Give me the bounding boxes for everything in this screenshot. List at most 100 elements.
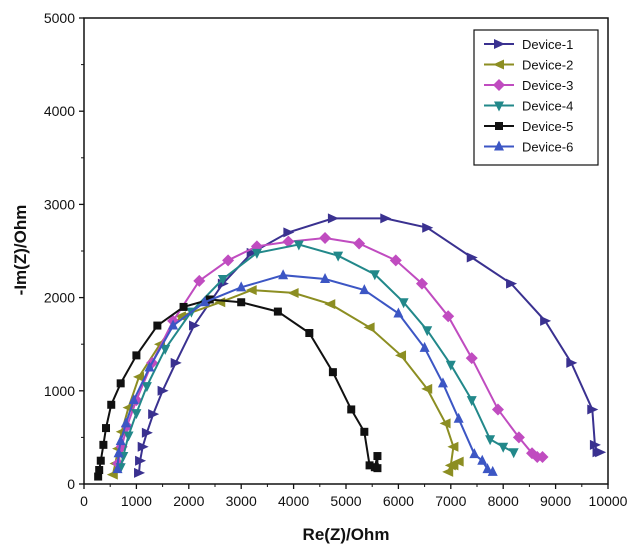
data-point: [319, 231, 332, 244]
legend-label: Device-4: [522, 99, 573, 114]
data-point: [293, 240, 304, 251]
data-point: [320, 272, 331, 283]
data-point: [482, 463, 493, 474]
x-tick-label: 7000: [435, 493, 466, 509]
data-point: [328, 368, 337, 377]
legend-marker: [494, 101, 504, 112]
data-point: [99, 440, 108, 449]
data-point: [373, 464, 382, 473]
data-point: [134, 467, 146, 478]
data-point: [144, 361, 155, 372]
data-point: [469, 448, 480, 459]
y-tick-label: 2000: [44, 290, 75, 306]
x-tick-label: 10000: [589, 493, 628, 509]
data-point: [160, 344, 171, 355]
data-point: [491, 403, 504, 416]
data-point: [327, 213, 339, 224]
data-point: [112, 463, 123, 474]
x-axis-title: Re(Z)/Ohm: [303, 525, 390, 544]
data-point: [251, 248, 262, 259]
data-point: [245, 285, 257, 296]
series-line: [116, 274, 494, 473]
data-point: [135, 455, 147, 466]
y-tick-label: 1000: [44, 383, 75, 399]
legend-marker: [495, 122, 503, 130]
data-point: [141, 427, 153, 438]
data-point: [465, 352, 478, 365]
data-point: [419, 341, 430, 352]
data-point: [466, 396, 477, 407]
data-point: [389, 254, 402, 267]
data-point: [107, 400, 116, 409]
data-point: [422, 222, 434, 233]
data-point: [132, 351, 141, 360]
data-point: [442, 466, 454, 477]
data-point: [148, 409, 160, 420]
x-tick-label: 8000: [488, 493, 519, 509]
data-point: [278, 269, 289, 280]
data-point: [193, 274, 206, 287]
data-point: [222, 254, 235, 267]
y-tick-label: 3000: [44, 196, 75, 212]
data-point: [179, 302, 188, 311]
data-point: [282, 235, 295, 248]
series-device-1: [134, 213, 607, 478]
data-point: [102, 424, 111, 433]
series-device-6: [112, 269, 498, 476]
data-point: [508, 448, 519, 459]
data-point: [94, 472, 103, 481]
data-point: [360, 427, 369, 436]
x-tick-label: 9000: [540, 493, 571, 509]
data-point: [452, 456, 464, 467]
data-point: [566, 357, 578, 368]
data-point: [595, 447, 607, 458]
data-point: [116, 379, 125, 388]
legend-marker: [494, 140, 504, 151]
data-point: [477, 454, 488, 465]
data-point: [369, 270, 380, 281]
data-point: [359, 284, 370, 295]
data-point: [113, 447, 124, 458]
legend-marker: [493, 79, 505, 91]
data-point: [393, 307, 404, 318]
series-line: [138, 217, 601, 473]
legend-box: [473, 29, 599, 166]
x-tick-label: 5000: [330, 493, 361, 509]
series-device-2: [106, 285, 464, 480]
data-point: [96, 456, 105, 465]
data-point: [324, 299, 336, 310]
data-point: [498, 442, 509, 453]
data-point: [589, 439, 601, 450]
data-point: [133, 371, 145, 382]
data-point: [287, 287, 299, 298]
data-point: [236, 281, 247, 292]
data-point: [380, 213, 392, 224]
data-point: [214, 297, 226, 308]
data-point: [141, 382, 152, 393]
data-point: [363, 322, 375, 333]
data-point: [283, 227, 295, 238]
y-axis-title: -Im(Z)/Ohm: [11, 205, 30, 296]
data-point: [217, 274, 228, 285]
legend-marker: [494, 39, 505, 49]
legend-label: Device-5: [522, 119, 573, 134]
legend-marker: [493, 59, 504, 70]
x-tick-label: 0: [80, 493, 88, 509]
data-point: [120, 417, 131, 428]
data-point: [128, 394, 139, 405]
data-point: [373, 452, 382, 461]
data-point: [422, 326, 433, 337]
x-tick-label: 2000: [173, 493, 204, 509]
x-tick-label: 4000: [278, 493, 309, 509]
legend-label: Device-2: [522, 58, 573, 73]
series-device-4: [115, 240, 519, 474]
x-tick-label: 1000: [121, 493, 152, 509]
data-point: [445, 360, 456, 371]
data-point: [485, 435, 496, 446]
data-point: [273, 307, 282, 316]
data-point: [123, 431, 134, 442]
legend-label: Device-6: [522, 140, 573, 155]
legend-label: Device-1: [522, 37, 573, 52]
data-point: [347, 405, 356, 414]
